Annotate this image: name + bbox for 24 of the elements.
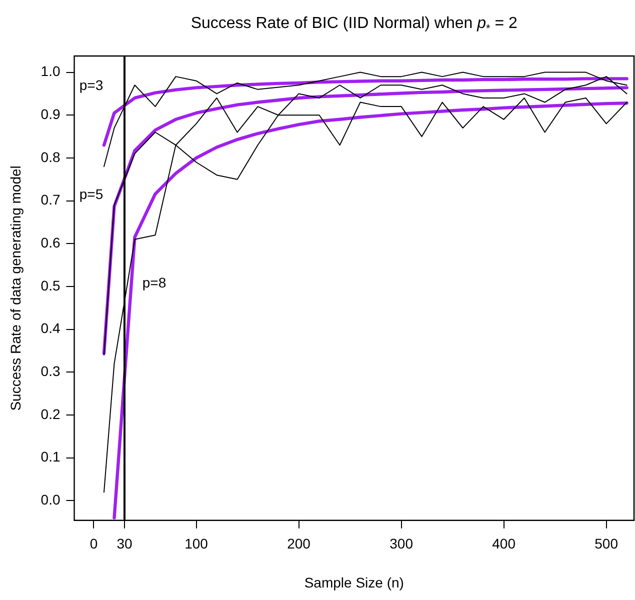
y-tick-label: 1.0 xyxy=(40,63,60,80)
y-tick-label: 0.3 xyxy=(40,363,60,380)
chart-title: Success Rate of BIC (IID Normal) when p* = 2 xyxy=(190,15,518,35)
y-tick-label: 0.1 xyxy=(40,448,60,465)
x-tick-label: 300 xyxy=(390,536,414,552)
y-tick-label: 0.8 xyxy=(40,148,60,165)
x-tick-label: 100 xyxy=(184,536,208,552)
x-tick-label: 200 xyxy=(287,536,311,552)
annotation: p=5 xyxy=(79,186,104,202)
y-tick-label: 0.4 xyxy=(40,320,60,336)
y-tick-label: 0.6 xyxy=(40,234,60,251)
x-tick-label: 0 xyxy=(90,536,98,552)
x-tick-label: 400 xyxy=(492,536,516,552)
x-tick-label: 500 xyxy=(594,536,618,552)
x-axis-title: Sample Size (n) xyxy=(304,574,404,590)
y-tick-label: 0.9 xyxy=(40,106,60,122)
annotation: p=3 xyxy=(79,77,104,94)
y-tick-label: 0.5 xyxy=(40,277,60,294)
y-tick-label: 0.0 xyxy=(40,492,60,508)
y-axis-title: Success Rate of data generating model xyxy=(7,166,24,411)
y-tick-label: 0.7 xyxy=(40,192,60,208)
x-tick-label: 30 xyxy=(116,536,132,552)
y-tick-label: 0.2 xyxy=(40,406,60,422)
annotation: p=8 xyxy=(142,274,166,290)
